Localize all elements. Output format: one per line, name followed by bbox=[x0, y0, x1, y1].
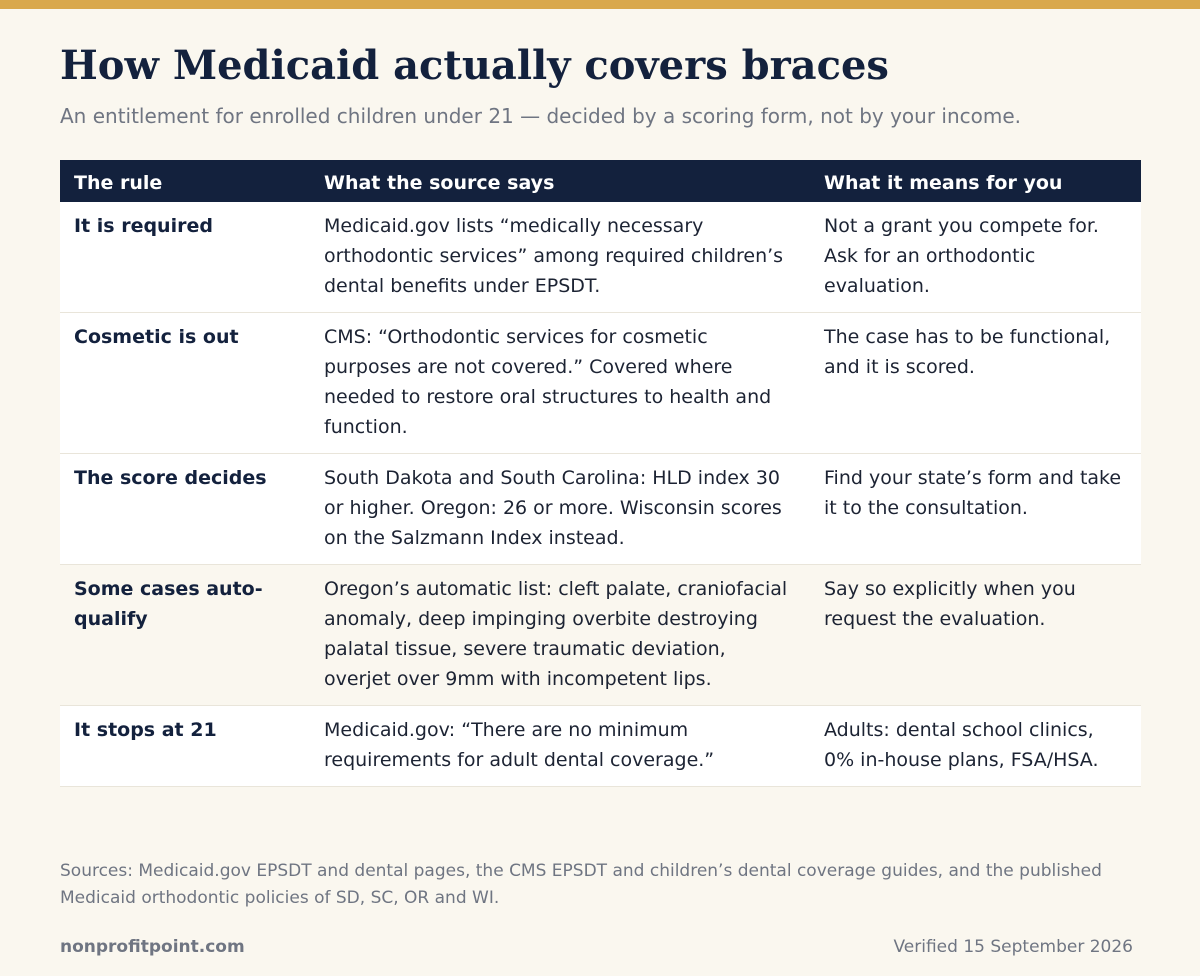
table-row: The score decides South Dakota and South… bbox=[60, 453, 1141, 565]
meaning-cell: Adults: dental school clinics, 0% in-hou… bbox=[824, 719, 1099, 771]
table-row: Some cases auto-qualify Oregon’s automat… bbox=[60, 564, 1141, 706]
source-cell: Medicaid.gov lists “medically necessary … bbox=[324, 215, 784, 297]
page-title: How Medicaid actually covers braces bbox=[60, 42, 889, 89]
page-subtitle: An entitlement for enrolled children und… bbox=[60, 104, 1022, 128]
column-header-meaning: What it means for you bbox=[824, 172, 1063, 194]
rule-cell: Some cases auto-qualify bbox=[74, 578, 263, 630]
rule-cell: The score decides bbox=[74, 467, 267, 489]
meaning-cell: Not a grant you compete for. Ask for an … bbox=[824, 215, 1099, 297]
table-header-row: The rule What the source says What it me… bbox=[60, 160, 1141, 202]
meaning-cell: Find your state’s form and take it to th… bbox=[824, 467, 1122, 519]
source-cell: Oregon’s automatic list: cleft palate, c… bbox=[324, 578, 788, 690]
verified-date: Verified 15 September 2026 bbox=[893, 937, 1133, 957]
meaning-cell: The case has to be functional, and it is… bbox=[824, 326, 1111, 378]
sources-note: Sources: Medicaid.gov EPSDT and dental p… bbox=[60, 861, 1102, 908]
table-row: Cosmetic is out CMS: “Orthodontic servic… bbox=[60, 312, 1141, 454]
coverage-table: The rule What the source says What it me… bbox=[60, 160, 1141, 787]
source-cell: CMS: “Orthodontic services for cosmetic … bbox=[324, 326, 772, 438]
rule-cell: Cosmetic is out bbox=[74, 326, 239, 348]
meaning-cell: Say so explicitly when you request the e… bbox=[824, 578, 1076, 630]
rule-cell: It stops at 21 bbox=[74, 719, 217, 741]
accent-bar bbox=[0, 0, 1200, 9]
column-header-source: What the source says bbox=[324, 172, 555, 194]
rule-cell: It is required bbox=[74, 215, 213, 237]
site-name: nonprofitpoint.com bbox=[60, 937, 245, 957]
table-row: It stops at 21 Medicaid.gov: “There are … bbox=[60, 705, 1141, 787]
table-row: It is required Medicaid.gov lists “medic… bbox=[60, 202, 1141, 313]
column-header-rule: The rule bbox=[74, 172, 163, 194]
source-cell: South Dakota and South Carolina: HLD ind… bbox=[324, 467, 782, 549]
source-cell: Medicaid.gov: “There are no minimum requ… bbox=[324, 719, 715, 771]
